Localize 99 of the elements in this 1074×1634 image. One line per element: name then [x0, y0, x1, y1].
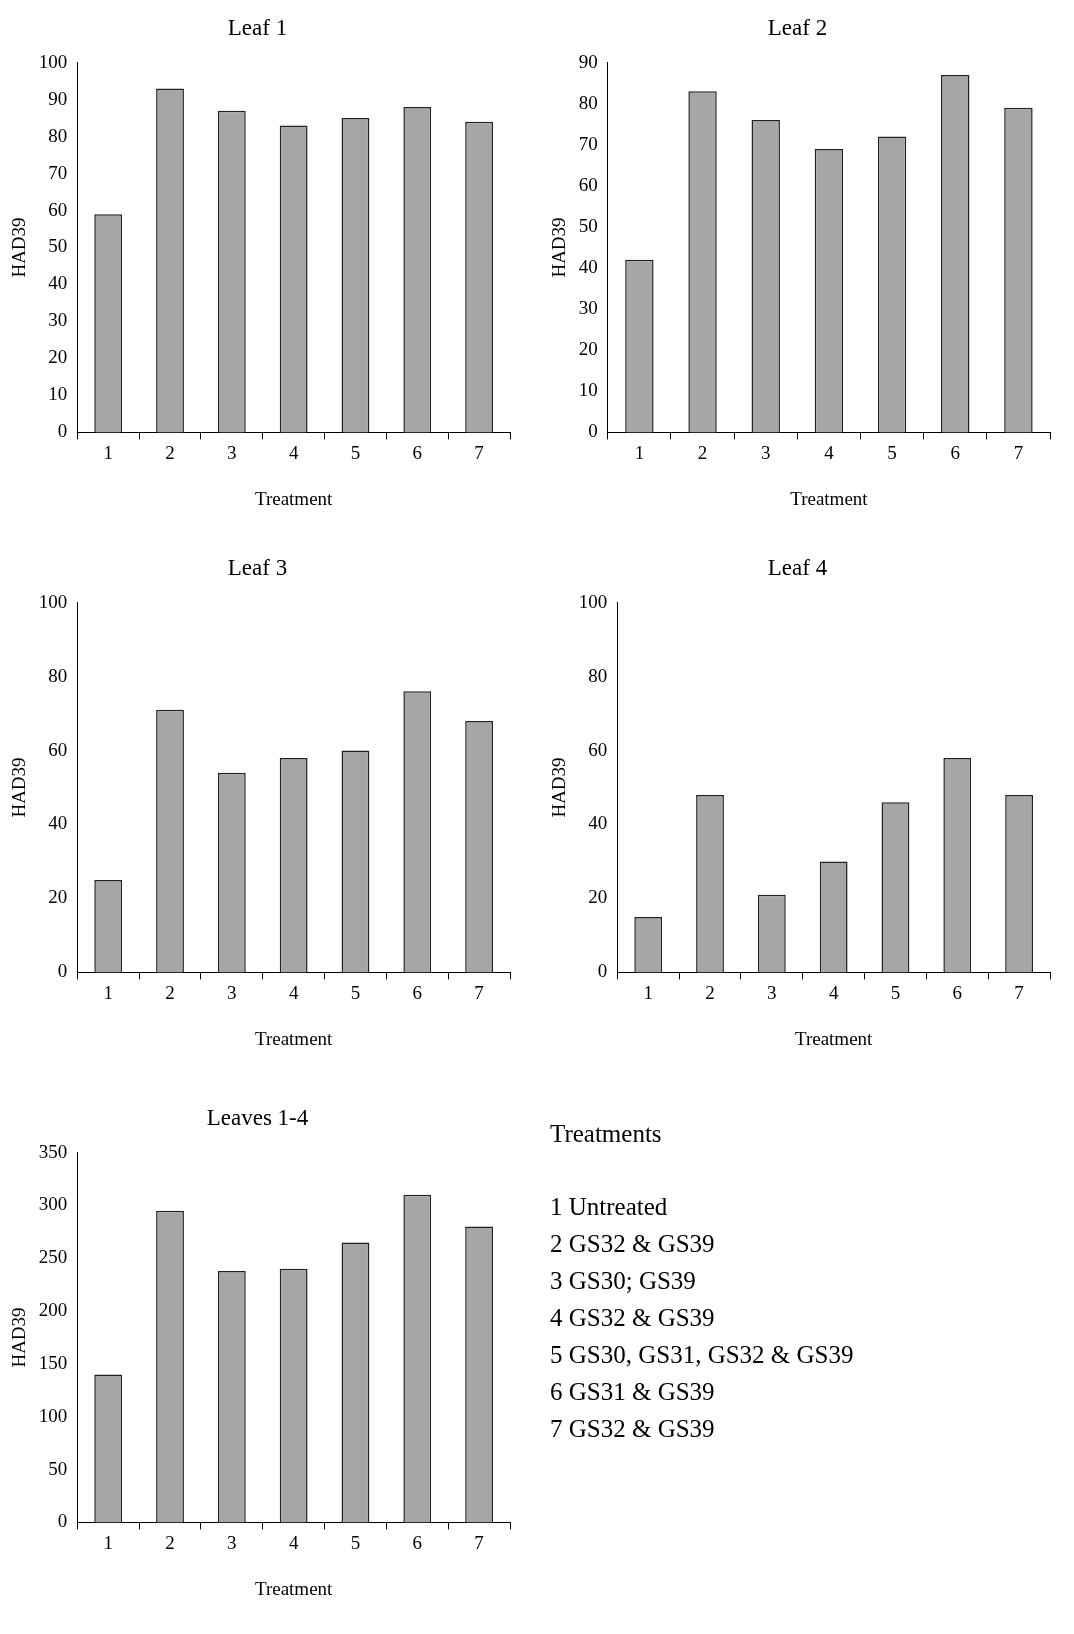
- y-tick-label: 0: [597, 960, 608, 982]
- y-tick-label: 70: [48, 161, 68, 183]
- x-tick-label: 7: [474, 441, 484, 463]
- text: 6 GS31 & GS39: [550, 1378, 716, 1406]
- y-tick-label: 20: [578, 338, 598, 360]
- y-axis-title: HAD39: [548, 217, 570, 278]
- y-tick-label: 300: [38, 1193, 68, 1215]
- y-tick-label: 200: [38, 1299, 68, 1321]
- x-tick-label: 7: [1013, 441, 1024, 463]
- y-tick-label: 20: [588, 886, 608, 908]
- text: 7 GS32 & GS39: [550, 1415, 716, 1443]
- x-tick-label: 5: [350, 441, 361, 463]
- y-axis-title: HAD39: [8, 1307, 30, 1368]
- text: 3 GS30; GS39: [550, 1267, 697, 1295]
- y-tick-label: 100: [38, 590, 68, 612]
- y-tick-label: 10: [48, 383, 68, 405]
- y-tick-label: 20: [48, 346, 68, 368]
- y-tick-label: 0: [588, 420, 598, 442]
- x-tick-label: 5: [350, 981, 361, 1003]
- x-tick-label: 2: [165, 1531, 175, 1553]
- x-tick-label: 1: [643, 981, 653, 1003]
- y-tick-label: 60: [48, 738, 68, 760]
- y-tick-label: 60: [578, 173, 598, 195]
- x-tick-label: 2: [165, 441, 175, 463]
- y-tick-label: 90: [578, 50, 598, 72]
- y-tick-label: 80: [578, 91, 598, 113]
- x-axis-title: Treatment: [254, 1577, 334, 1599]
- text: 4 GS32 & GS39: [550, 1304, 716, 1332]
- text: Treatments: [550, 1120, 663, 1148]
- y-tick-label: 0: [57, 1510, 68, 1532]
- y-tick-label: 10: [578, 379, 598, 401]
- x-axis-title: Treatment: [790, 487, 869, 509]
- y-axis-title: HAD39: [548, 757, 570, 818]
- y-tick-label: 100: [38, 1404, 68, 1426]
- y-tick-label: 30: [48, 309, 68, 331]
- y-tick-label: 90: [48, 87, 68, 109]
- x-tick-label: 6: [412, 1531, 423, 1553]
- y-tick-label: 20: [48, 886, 68, 908]
- y-tick-label: 50: [48, 235, 68, 257]
- x-tick-label: 6: [412, 981, 423, 1003]
- x-tick-label: 6: [950, 441, 960, 463]
- y-axis-title: HAD39: [8, 757, 30, 818]
- x-tick-label: 7: [474, 1531, 484, 1553]
- y-tick-label: 40: [588, 812, 608, 834]
- text: 2 GS32 & GS39: [550, 1230, 716, 1258]
- x-tick-label: 5: [890, 981, 901, 1003]
- x-tick-label: 1: [103, 1531, 113, 1553]
- x-tick-label: 5: [887, 441, 897, 463]
- chart-title: Leaves 1-4: [206, 1104, 309, 1130]
- x-tick-label: 3: [227, 981, 237, 1003]
- x-tick-label: 6: [952, 981, 963, 1003]
- x-tick-label: 4: [824, 441, 835, 463]
- text: 5 GS30, GS31, GS32 & GS39: [550, 1341, 855, 1369]
- y-tick-label: 40: [48, 272, 68, 294]
- y-axis-title: HAD39: [8, 217, 30, 278]
- y-tick-label: 350: [38, 1140, 68, 1162]
- x-axis-title: Treatment: [794, 1027, 874, 1049]
- x-tick-label: 6: [412, 441, 423, 463]
- x-tick-label: 5: [350, 1531, 361, 1553]
- x-tick-label: 3: [227, 441, 237, 463]
- y-tick-label: 80: [588, 664, 608, 686]
- x-axis-title: Treatment: [254, 487, 334, 509]
- chart-title: Leaf 3: [227, 554, 288, 580]
- y-tick-label: 80: [48, 664, 68, 686]
- x-tick-label: 4: [288, 981, 299, 1003]
- y-tick-label: 50: [578, 214, 598, 236]
- x-tick-label: 2: [705, 981, 715, 1003]
- x-tick-label: 4: [288, 441, 299, 463]
- x-tick-label: 1: [103, 441, 113, 463]
- y-tick-label: 70: [578, 132, 598, 154]
- chart-title: Leaf 4: [767, 554, 828, 580]
- x-tick-label: 2: [165, 981, 175, 1003]
- y-tick-label: 40: [578, 256, 598, 278]
- x-tick-label: 4: [288, 1531, 299, 1553]
- x-tick-label: 3: [227, 1531, 237, 1553]
- x-tick-label: 3: [760, 441, 771, 463]
- y-tick-label: 100: [578, 590, 608, 612]
- x-tick-label: 3: [767, 981, 777, 1003]
- y-tick-label: 150: [38, 1351, 68, 1373]
- y-tick-label: 40: [48, 812, 68, 834]
- y-tick-label: 0: [57, 420, 68, 442]
- y-tick-label: 30: [578, 297, 598, 319]
- x-tick-label: 7: [474, 981, 484, 1003]
- x-tick-label: 1: [634, 441, 645, 463]
- x-tick-label: 1: [103, 981, 113, 1003]
- y-tick-label: 80: [48, 124, 68, 146]
- y-tick-label: 50: [48, 1457, 68, 1479]
- y-tick-label: 0: [57, 960, 68, 982]
- x-tick-label: 2: [697, 441, 708, 463]
- y-tick-label: 60: [48, 198, 68, 220]
- x-tick-label: 7: [1014, 981, 1024, 1003]
- text: 1 Untreated: [550, 1193, 669, 1221]
- x-axis-title: Treatment: [254, 1027, 334, 1049]
- chart-title: Leaf 1: [227, 14, 288, 40]
- chart-title: Leaf 2: [767, 14, 828, 40]
- y-tick-label: 250: [38, 1246, 68, 1268]
- y-tick-label: 100: [38, 50, 68, 72]
- y-tick-label: 60: [588, 738, 608, 760]
- x-tick-label: 4: [828, 981, 839, 1003]
